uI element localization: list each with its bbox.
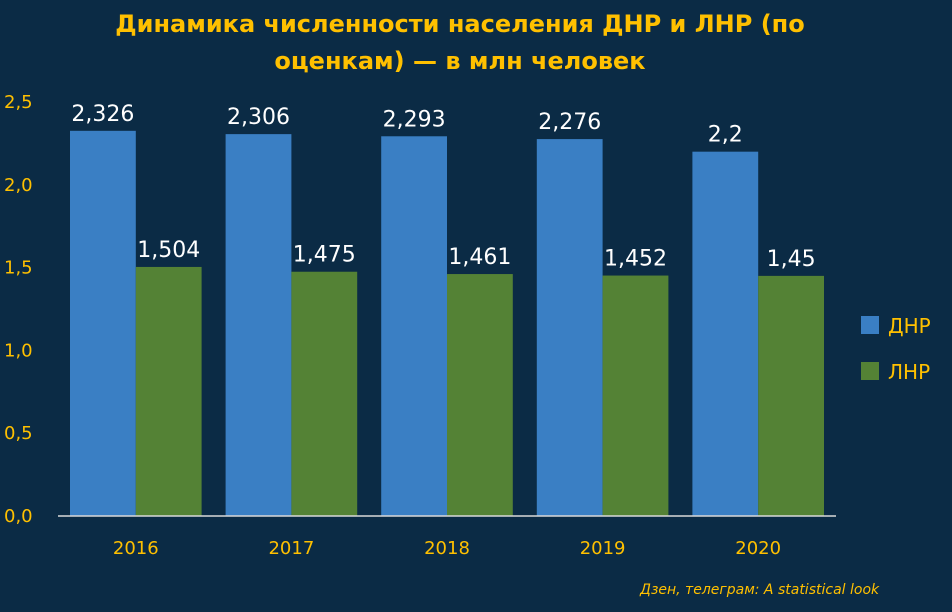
x-tick-label: 2016	[113, 538, 159, 559]
legend: ДНР ЛНР	[861, 314, 931, 384]
x-tick-label: 2020	[735, 538, 781, 559]
y-tick-label: 1,0	[4, 340, 33, 361]
data-label: 2,276	[538, 110, 601, 135]
y-tick-label: 0,5	[4, 423, 33, 444]
bar	[70, 130, 136, 517]
data-label: 2,326	[71, 102, 134, 127]
bar	[758, 275, 824, 516]
data-label: 1,504	[137, 238, 200, 263]
data-label: 1,461	[448, 245, 511, 270]
y-tick-label: 2,0	[4, 175, 33, 196]
y-tick-label: 1,5	[4, 258, 33, 279]
x-tick-label: 2018	[424, 538, 470, 559]
x-tick-label: 2019	[580, 538, 626, 559]
legend-label: ДНР	[888, 314, 931, 338]
bar	[536, 139, 603, 516]
bar	[381, 136, 447, 516]
data-label: 1,475	[293, 243, 356, 268]
data-label: 2,2	[708, 123, 743, 148]
legend-swatch	[861, 316, 879, 334]
data-label: 1,452	[604, 247, 667, 272]
bar	[692, 151, 759, 516]
x-axis-labels: 2016 2017 2018 2019 2020	[113, 538, 781, 559]
data-label: 1,45	[767, 247, 816, 272]
bars	[70, 130, 824, 517]
bar	[291, 271, 358, 516]
y-axis-ticks: 0,0 0,5 1,0 1,5 2,0 2,5	[4, 92, 33, 527]
legend-swatch	[861, 362, 879, 380]
y-tick-label: 2,5	[4, 92, 33, 113]
data-label: 2,306	[227, 105, 290, 130]
chart-title: Динамика численности населения ДНР и ЛНР…	[115, 10, 805, 75]
data-labels: 2,326 2,306 2,293 2,276 2,2 1,504 1,475 1,461 1,…	[71, 102, 815, 272]
source-credit: Дзен, телеграм: A statistical look	[640, 582, 880, 598]
y-tick-label: 0,0	[4, 506, 33, 527]
legend-label: ЛНР	[888, 360, 930, 384]
bar	[447, 274, 513, 516]
bar	[602, 275, 669, 516]
bar	[135, 266, 202, 516]
x-tick-label: 2017	[268, 538, 314, 559]
bar	[225, 134, 292, 516]
data-label: 2,293	[383, 107, 446, 132]
